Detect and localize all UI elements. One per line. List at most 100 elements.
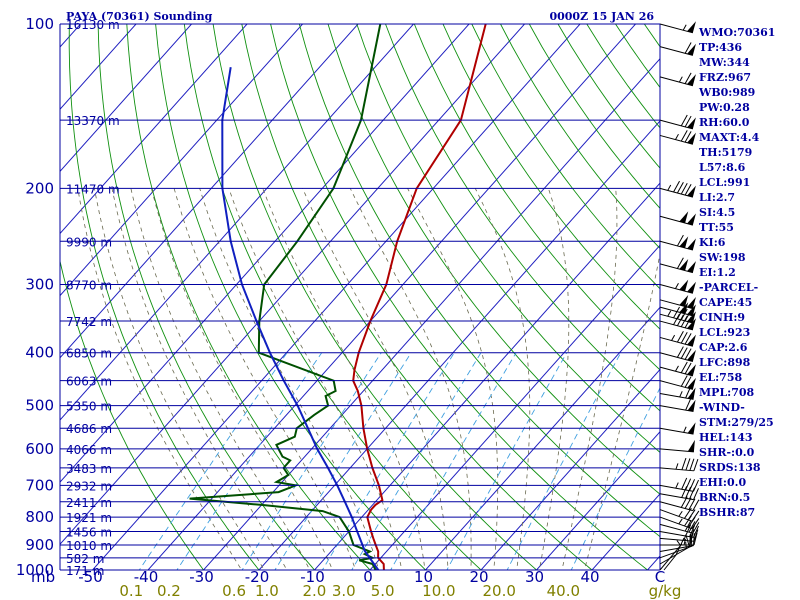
dry-adiabat-line: [385, 24, 660, 412]
wind-barb-half-feather: [667, 310, 672, 317]
wind-barb: [659, 306, 696, 324]
index-value: MW:344: [699, 56, 750, 69]
wind-barb: [659, 331, 696, 347]
wind-barb-feather: [685, 524, 692, 537]
wind-barb-half-feather: [683, 538, 686, 546]
wind-barb-feather: [689, 529, 695, 542]
wind-barb-feather: [681, 477, 688, 490]
wind-barbs: [659, 21, 700, 571]
wind-barb: [659, 422, 696, 435]
wind-barb-feather: [676, 331, 684, 343]
wind-barb-flag: [687, 311, 696, 323]
wind-barb-feather: [676, 181, 684, 194]
wind-barb-staff: [659, 501, 693, 512]
isotherm-line: [480, 368, 660, 570]
wind-barb-flag: [687, 364, 696, 376]
wind-barb-flag: [679, 302, 689, 314]
wind-barb-flag: [679, 294, 689, 307]
pressure-tick-label: 100: [25, 15, 54, 33]
temperature-tick-label: 0: [363, 568, 373, 586]
wind-barb-staff: [659, 546, 690, 565]
height-label: 1456 m: [66, 525, 112, 539]
wind-barb-flag: [687, 132, 696, 145]
wind-barb-half-feather: [679, 391, 683, 398]
pressure-tick-label: 900: [25, 536, 54, 554]
index-value: -PARCEL-: [699, 281, 758, 294]
height-label: 7742 m: [66, 315, 112, 329]
temperature-tick-label: 20: [469, 568, 488, 586]
wind-barb-feather: [692, 522, 700, 534]
mixing-ratio-label: 0.2: [157, 582, 181, 600]
wind-barb-feather: [684, 362, 692, 375]
mixing-ratio-label: 0.1: [119, 582, 143, 600]
isotherm-line: [60, 24, 137, 110]
temperature-tick-label: 40: [580, 568, 599, 586]
wind-barb-staff: [659, 516, 693, 530]
wind-barb-half-feather: [675, 133, 679, 140]
height-label: 16130 m: [66, 18, 120, 32]
dry-adiabat-line: [442, 24, 660, 330]
wind-barb-feather: [684, 131, 692, 143]
index-value: -WIND-: [699, 401, 745, 414]
wind-barb-feather: [689, 479, 696, 491]
moist-adiabat-line: [94, 188, 265, 570]
wind-barb: [659, 257, 696, 274]
height-label: 9990 m: [66, 235, 112, 249]
wind-barb-staff: [659, 467, 694, 472]
isotherm-line: [60, 24, 415, 421]
wind-barb-half-feather: [675, 282, 679, 289]
temperature-tick-label: -30: [189, 568, 214, 586]
wind-barb-feather: [689, 532, 694, 546]
indices-panel: WMO:70361 TP:436 MW:344 FRZ:967 WB0:989 PW:0.…: [698, 26, 775, 519]
index-value: STM:279/25: [699, 416, 774, 429]
mixing-ratio-label: 10.0: [422, 582, 455, 600]
mixing-ratio-line: [570, 387, 660, 570]
moist-adiabat-line: [77, 188, 243, 570]
wind-barb: [660, 532, 698, 546]
wind-barb: [659, 477, 699, 492]
wind-barb-feather: [673, 306, 680, 319]
wind-barb: [659, 361, 696, 377]
wind-barb-staff: [659, 509, 693, 522]
moist-adiabat-line: [199, 188, 380, 570]
wind-barb-flag: [687, 185, 696, 198]
index-value: SHR-:0.0: [699, 446, 755, 459]
moist-adiabat-line: [349, 188, 472, 570]
isotherm-line: [202, 58, 660, 570]
wind-barb-feather: [693, 479, 699, 492]
dry-adiabat-line: [270, 24, 649, 570]
wind-barb-flag: [687, 43, 696, 56]
background-grid: [60, 24, 660, 570]
wind-barb-feather: [676, 257, 684, 269]
index-value: HEL:143: [699, 431, 753, 444]
wind-barb-feather: [684, 115, 692, 128]
moist-adiabat-line: [584, 252, 660, 570]
wind-barb-feather: [693, 458, 699, 471]
index-value: EL:758: [699, 371, 742, 384]
mixing-ratio-label: 3.0: [332, 582, 356, 600]
wind-barb-feather: [680, 182, 688, 195]
wind-barb-feather: [685, 458, 691, 471]
wind-barb-feather: [680, 130, 688, 142]
mixing-ratio-label: 2.0: [302, 582, 326, 600]
wind-barb: [659, 180, 696, 198]
mixing-ratio-line: [390, 352, 517, 570]
wind-barb-flag: [679, 211, 689, 224]
wind-barb: [659, 486, 699, 501]
wind-barb-staff: [659, 392, 694, 400]
moist-adiabat-line: [561, 188, 618, 570]
wind-barb: [659, 496, 700, 512]
moist-adiabat-line: [173, 188, 357, 570]
wind-barb-feather: [693, 525, 699, 538]
height-label: 6063 m: [66, 375, 112, 389]
dry-adiabat-line: [60, 259, 205, 570]
temperature-tick-label: -20: [245, 568, 270, 586]
isotherm-line: [535, 430, 660, 570]
wind-barb-staff: [659, 537, 694, 542]
mixing-ratio-label: 0.6: [222, 582, 246, 600]
wind-barb: [659, 398, 696, 413]
wind-barb-feather: [691, 518, 700, 529]
isotherm-line: [147, 24, 637, 570]
wind-barb-feather: [684, 72, 692, 84]
dry-adiabat-line: [126, 24, 371, 570]
